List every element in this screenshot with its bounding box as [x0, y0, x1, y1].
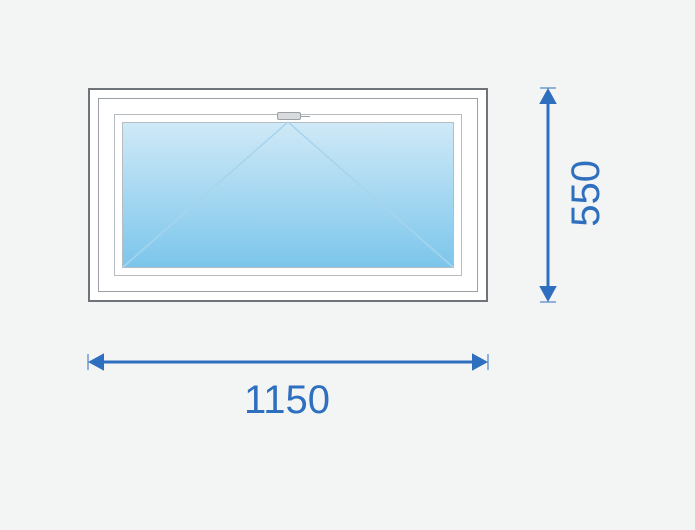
- dimension-width-label: 1150: [244, 378, 330, 423]
- diagram-canvas: 1150 550: [0, 0, 695, 530]
- dimension-lines: [0, 0, 695, 530]
- dimension-height-label: 550: [564, 160, 609, 227]
